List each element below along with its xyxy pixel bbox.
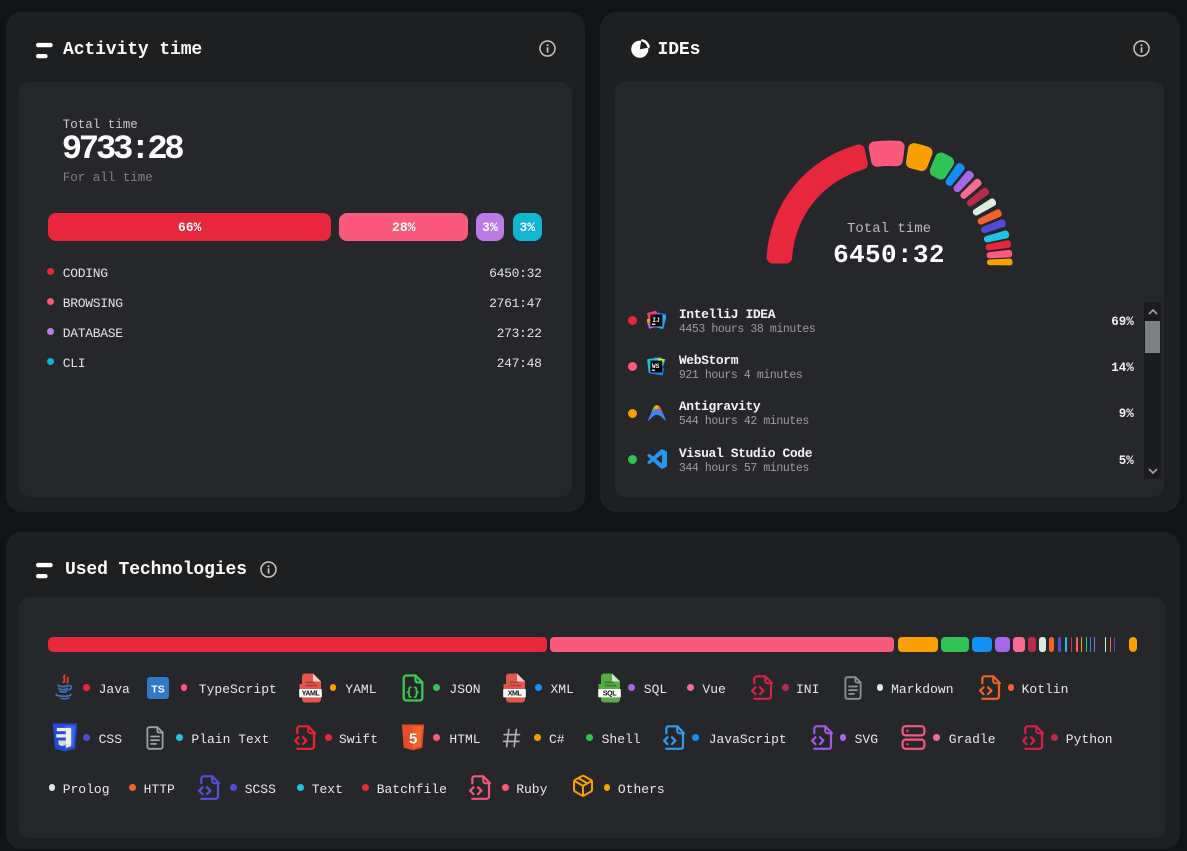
- svg-text:SQL: SQL: [603, 690, 617, 697]
- svg-text:YAML: YAML: [302, 690, 321, 697]
- svg-text:TS: TS: [151, 683, 164, 695]
- svg-text:5: 5: [409, 730, 417, 747]
- svg-text:IJ: IJ: [652, 316, 660, 323]
- svg-text:WS: WS: [652, 363, 660, 370]
- svg-text:XML: XML: [508, 690, 523, 697]
